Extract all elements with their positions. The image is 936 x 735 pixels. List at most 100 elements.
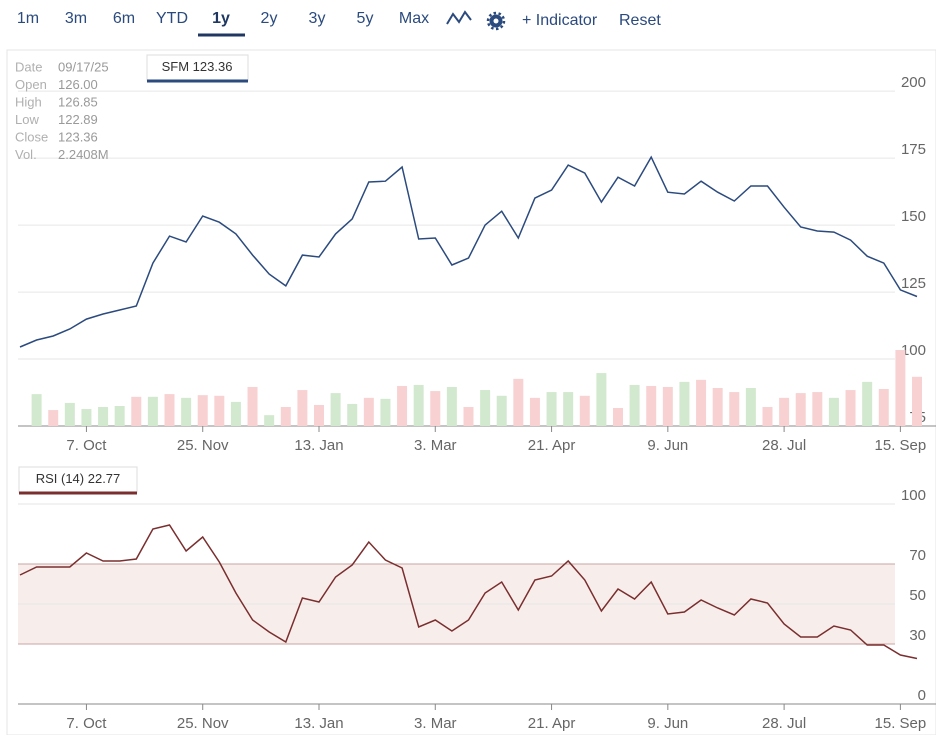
x-tick-label: 9. Jun (647, 715, 688, 732)
volume-bar (330, 393, 341, 426)
volume-bar (579, 395, 590, 426)
info-value: 122.89 (58, 112, 98, 127)
info-value: 126.00 (58, 77, 98, 92)
info-label: Low (15, 112, 39, 127)
info-label: Vol. (15, 147, 37, 162)
volume-bar (197, 395, 208, 426)
indicator-button[interactable]: + Indicator (522, 12, 598, 29)
volume-bar (613, 408, 623, 426)
range-button[interactable]: 6m (113, 10, 135, 27)
volume-bar (297, 390, 308, 426)
volume-bar (596, 373, 607, 426)
volume-bar (98, 407, 109, 426)
volume-bar (812, 392, 823, 426)
volume-bar (48, 410, 59, 426)
y-tick-label: 175 (901, 141, 926, 158)
volume-bar (745, 388, 756, 426)
volume-bar (230, 401, 241, 426)
range-button[interactable]: YTD (156, 10, 188, 27)
volume-bar (314, 404, 324, 426)
info-label: Close (15, 129, 48, 144)
volume-bar (264, 415, 275, 426)
range-button[interactable]: 2y (261, 10, 278, 27)
chart-frame (6, 49, 936, 735)
info-label: High (15, 94, 42, 109)
x-tick-label: 7. Oct (66, 437, 107, 454)
volume-bar (214, 395, 225, 426)
volume-bar (845, 390, 856, 426)
volume-bar (413, 384, 424, 426)
volume-bar (546, 392, 557, 426)
y-tick-label: 0 (918, 687, 926, 704)
range-button[interactable]: 3y (309, 10, 326, 27)
volume-bar (397, 385, 408, 426)
range-button[interactable]: Max (399, 10, 429, 27)
x-tick-label: 13. Jan (294, 715, 343, 732)
volume-bar (480, 390, 491, 426)
volume-bar (912, 376, 922, 426)
y-tick-label: 200 (901, 74, 926, 91)
range-button[interactable]: 5y (357, 10, 374, 27)
toolbar: 1m 3m 6m YTD 1y 2y 3y 5y Max (17, 10, 429, 27)
volume-bar (729, 392, 740, 426)
legend-value: 22.77 (88, 471, 121, 486)
volume-bar (280, 407, 291, 426)
range-button[interactable]: 1m (17, 10, 39, 27)
y-tick-label: 30 (909, 627, 926, 644)
chart-type-icon[interactable] (446, 10, 472, 25)
volume-bar (878, 389, 889, 426)
x-tick-label: 21. Apr (528, 437, 576, 454)
volume-bar (463, 407, 474, 426)
settings-icon[interactable] (486, 11, 506, 31)
y-tick-label: 100 (901, 342, 926, 359)
volume-bar (762, 407, 773, 426)
series-line (19, 155, 918, 348)
volume-bar (662, 386, 673, 426)
gear-hole (493, 18, 499, 24)
volume-bar (496, 395, 507, 426)
volume-bar (446, 386, 457, 426)
y-tick-label: 50 (909, 587, 926, 604)
info-value: 123.36 (58, 129, 98, 144)
info-value: 09/17/25 (58, 59, 109, 74)
volume-bar (363, 397, 374, 426)
volume-bar (347, 403, 358, 426)
volume-bar (696, 379, 707, 426)
volume-bar (31, 394, 42, 426)
info-label: Date (15, 59, 42, 74)
x-tick-label: 3. Mar (414, 715, 457, 732)
x-tick-label: 15. Sep (875, 437, 927, 454)
volume-bar (131, 396, 142, 426)
legend-name: RSI (14) (36, 471, 84, 486)
range-button[interactable]: 1y (212, 10, 230, 27)
volume-bar (164, 394, 175, 426)
x-tick-label: 15. Sep (875, 715, 927, 732)
legend: RSI (14) 22.77 (36, 471, 121, 486)
volume-bar (779, 397, 790, 426)
info-label: Open (15, 77, 47, 92)
volume-bar (147, 396, 158, 426)
legend: SFM 123.36 (162, 59, 233, 74)
volume-bar (646, 385, 657, 426)
volume-bar (529, 397, 540, 426)
volume-bar (629, 384, 640, 426)
reset-button[interactable]: Reset (619, 12, 661, 29)
volume-bar (862, 381, 873, 426)
range-button[interactable]: 3m (65, 10, 87, 27)
ohlc-info: Date 09/17/25 Open 126.00 High 126.85 Low 122.8… (15, 59, 109, 162)
series-line (19, 524, 918, 660)
volume-bar (895, 350, 906, 426)
legend-name: SFM (162, 59, 189, 74)
volume-bar (181, 397, 192, 426)
x-tick-label: 21. Apr (528, 715, 576, 732)
y-tick-label: 150 (901, 208, 926, 225)
volume-bar (795, 393, 806, 426)
gear-teeth (486, 11, 506, 31)
legend-box (18, 466, 138, 493)
y-tick-label: 125 (901, 275, 926, 292)
volume-bar (247, 386, 258, 426)
x-tick-label: 3. Mar (414, 437, 457, 454)
volume-bar (114, 405, 125, 426)
